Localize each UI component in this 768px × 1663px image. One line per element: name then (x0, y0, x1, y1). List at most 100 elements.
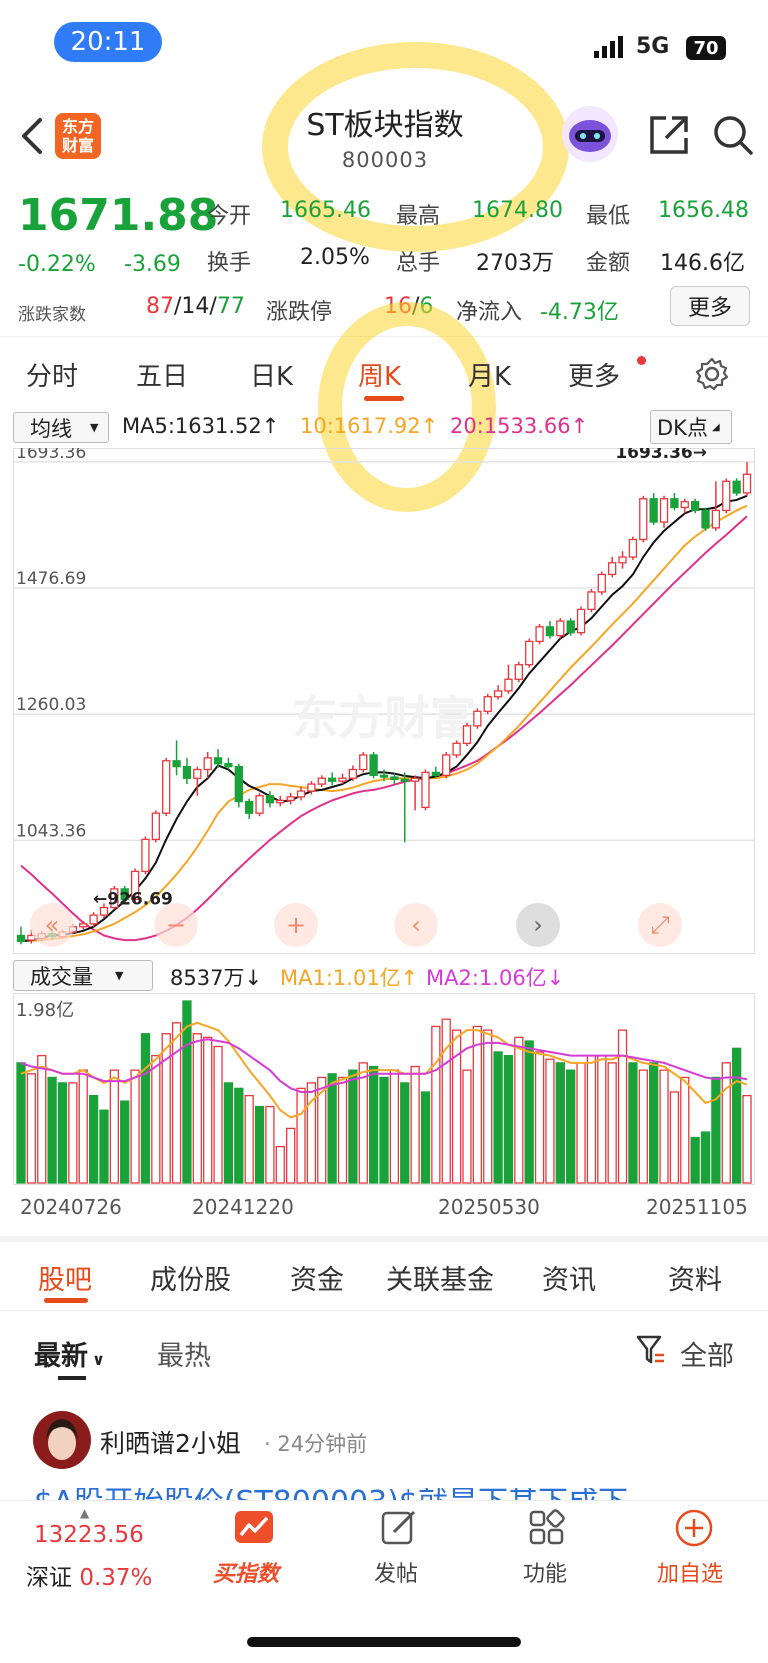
volume-bar (649, 1062, 659, 1184)
filter-all[interactable]: 全部 (680, 1341, 734, 1372)
edit-post-icon[interactable] (380, 1508, 418, 1546)
dk-point-button[interactable]: DK点 ◢ (650, 410, 732, 444)
volume-bar (192, 1033, 202, 1184)
candle (628, 538, 638, 558)
sort-underline (58, 1376, 86, 1380)
volume-bar (337, 1076, 348, 1184)
candle (690, 501, 700, 512)
volume-bar (420, 1091, 431, 1184)
volume-bar (711, 1076, 721, 1184)
volume-bar (234, 1087, 244, 1184)
share-icon[interactable] (648, 114, 690, 156)
zoom-back-button[interactable]: « (30, 903, 74, 947)
volume-bar (213, 1045, 223, 1184)
tab-monthly-k[interactable]: 月K (468, 362, 512, 392)
volume-bar (431, 1025, 441, 1184)
volume-bar (389, 1069, 400, 1184)
volume-bar (586, 1054, 597, 1184)
candle (120, 888, 129, 901)
change-value: -3.69 (124, 252, 181, 277)
tab-five-day[interactable]: 五日 (136, 362, 189, 392)
candle (234, 765, 243, 803)
nav-index-value[interactable]: 13223.56 (34, 1522, 144, 1548)
settings-icon[interactable] (694, 356, 730, 392)
tab-daily-k[interactable]: 日K (250, 362, 294, 392)
candle (462, 725, 472, 744)
candle (493, 690, 503, 698)
volume-chart-frame (13, 993, 755, 1185)
zoom-in-button[interactable]: + (274, 903, 318, 947)
user-avatar[interactable] (32, 1410, 92, 1470)
candle (317, 777, 326, 785)
indicator-select[interactable]: 均线 ▼ (13, 412, 109, 443)
watermark: 东方财富 (292, 691, 476, 745)
nav-buy-index[interactable]: 买指数 (213, 1562, 280, 1587)
turnover-label: 换手 (207, 251, 252, 276)
tab-related-funds[interactable]: 关联基金 (386, 1265, 494, 1296)
scroll-right-button[interactable]: › (516, 903, 560, 947)
nav-add-watchlist[interactable]: 加自选 (657, 1562, 724, 1587)
volume-bar (327, 1073, 337, 1184)
tab-funds-flow[interactable]: 资金 (290, 1265, 344, 1296)
candle (618, 556, 627, 564)
add-watchlist-icon[interactable] (674, 1508, 714, 1548)
sort-hot[interactable]: 最热 (157, 1341, 211, 1372)
kline-chart[interactable]: 1693.36 1476.69 1260.03 1043.36 东方财富 1693.36→… (13, 448, 755, 954)
buy-index-icon[interactable] (233, 1509, 275, 1547)
candle (162, 760, 171, 814)
volume-bar (368, 1065, 379, 1184)
open-value: 1665.46 (280, 198, 371, 223)
breadth-values: 87/14/77 (146, 294, 245, 319)
amount-label: 金额 (586, 251, 631, 276)
x-label: 20251105 (646, 1195, 748, 1219)
tab-weekly-k[interactable]: 周K (358, 362, 402, 392)
tab-news[interactable]: 资讯 (542, 1265, 596, 1296)
search-icon[interactable] (712, 114, 754, 156)
scroll-left-button[interactable]: ‹ (394, 903, 438, 947)
more-button[interactable]: 更多 (670, 286, 750, 326)
volume-bar (400, 1082, 410, 1184)
tab-intraday[interactable]: 分时 (26, 362, 79, 392)
high-value: 1674.80 (472, 198, 563, 223)
zoom-out-button[interactable]: − (154, 903, 198, 947)
candle (431, 771, 441, 776)
back-icon[interactable] (18, 116, 44, 156)
volume-bar (555, 1062, 565, 1184)
fullscreen-button[interactable]: ⤢ (638, 903, 682, 947)
post-preview[interactable]: $A股开始股价(ST800003)$就是下其下成下 (34, 1488, 734, 1502)
functions-icon[interactable] (528, 1509, 566, 1547)
low-label: 最低 (586, 204, 631, 229)
nav-index-line[interactable]: 深证 0.37% (26, 1565, 153, 1591)
tab-constituents[interactable]: 成份股 (150, 1265, 231, 1296)
tab-forum[interactable]: 股吧 (38, 1265, 92, 1296)
candle (670, 498, 679, 509)
tab-profile[interactable]: 资料 (668, 1265, 722, 1296)
post-time: · 24分钟前 (264, 1432, 368, 1456)
volume-bar (451, 1029, 462, 1184)
volume-bar (410, 1065, 420, 1184)
volume-bar (317, 1076, 327, 1184)
volume-bar (358, 1062, 368, 1184)
battery-icon: 70 (686, 36, 726, 60)
candle (711, 509, 721, 529)
vol-ma2-line (20, 1038, 748, 1093)
nav-functions[interactable]: 功能 (523, 1562, 568, 1587)
sub-indicator-select[interactable]: 成交量 ▼ (13, 960, 153, 991)
volume-bar (275, 1145, 285, 1184)
robot-avatar-icon[interactable] (560, 104, 620, 164)
candle (587, 591, 596, 611)
volume-bar (140, 1033, 151, 1184)
volume-bar (534, 1051, 545, 1184)
sort-latest[interactable]: 最新 ∨ (34, 1341, 105, 1372)
filter-icon[interactable] (636, 1334, 666, 1366)
volume-bar (120, 1100, 130, 1184)
amount-value: 146.6亿 (660, 251, 745, 276)
volume-bar (379, 1076, 389, 1184)
volume-bar (130, 1069, 140, 1184)
candle (224, 763, 233, 768)
post-username[interactable]: 利晒谱2小姐 (100, 1429, 241, 1458)
nav-post[interactable]: 发帖 (374, 1562, 419, 1587)
tab-more[interactable]: 更多 (568, 362, 621, 392)
candle (732, 480, 741, 494)
candle (379, 774, 389, 778)
